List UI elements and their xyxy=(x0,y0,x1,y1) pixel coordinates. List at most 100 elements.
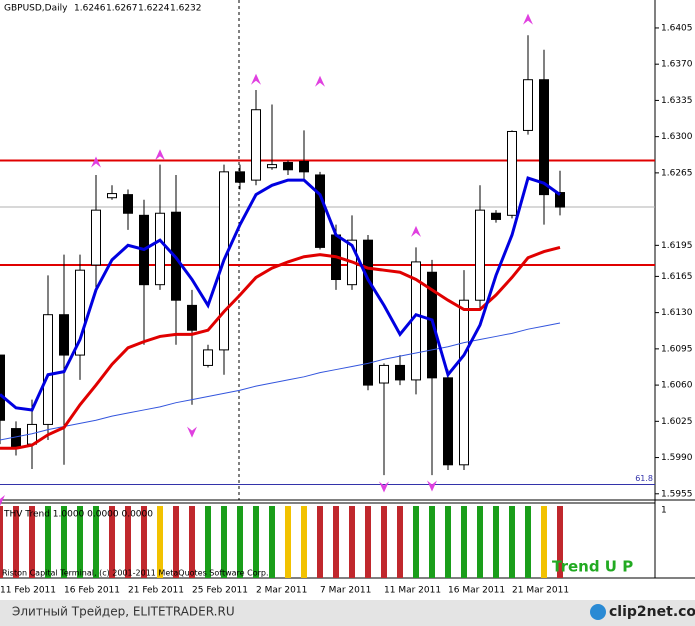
candle-body xyxy=(459,299,469,466)
indicator-bar xyxy=(205,506,211,578)
x-tick-label: 2 Mar 2011 xyxy=(256,586,307,596)
copyright: Riston Capital Terminal, (c) 2001-2011 M… xyxy=(2,569,269,578)
fib-label: 61.8 xyxy=(635,474,653,483)
candle-body xyxy=(315,174,325,248)
footer-logo: clip2net.com xyxy=(609,604,695,620)
candle-body xyxy=(283,162,293,171)
footer-band xyxy=(0,600,695,626)
x-tick-label: 25 Feb 2011 xyxy=(192,586,248,596)
fractal-arrow xyxy=(0,495,5,506)
indicator-bar xyxy=(141,506,147,578)
candle-body xyxy=(59,314,69,356)
indicator-bar xyxy=(221,506,227,578)
candle-body xyxy=(43,314,53,425)
y-tick-label: 1.6095 xyxy=(661,344,693,354)
fractal-arrow xyxy=(91,156,101,168)
candle-body xyxy=(475,209,485,301)
candle-body xyxy=(235,171,245,183)
candle-body xyxy=(507,130,517,216)
indicator-bar xyxy=(93,506,99,578)
x-tick-label: 21 Mar 2011 xyxy=(512,586,569,596)
candle-body xyxy=(363,239,373,386)
indicator-bar xyxy=(29,506,35,578)
y-tick-label: 1.5990 xyxy=(661,453,693,463)
candle-body xyxy=(523,79,533,131)
indicator-bar xyxy=(509,506,515,578)
indicator-bar xyxy=(109,506,115,578)
y-tick-label: 1.6300 xyxy=(661,132,693,142)
candle-body xyxy=(0,354,5,421)
y-tick-label: 1.6335 xyxy=(661,96,693,106)
indicator-bar xyxy=(429,506,435,578)
indicator-bar xyxy=(125,506,131,578)
trend-signal: Trend U P xyxy=(552,558,633,576)
fractal-arrow xyxy=(427,480,437,492)
candle-body xyxy=(251,109,261,181)
ohlc-high: 1.6267 xyxy=(106,4,138,14)
y-tick-label: 1.6195 xyxy=(661,241,693,251)
x-tick-label: 7 Mar 2011 xyxy=(320,586,371,596)
indicator-bar xyxy=(349,506,355,578)
indicator-title: THV Trend 1.0000 0.0000 0.0000 xyxy=(3,510,153,520)
x-tick-label: 11 Feb 2011 xyxy=(0,586,56,596)
indicator-bar xyxy=(541,506,547,578)
candle-body xyxy=(75,269,85,356)
y-tick-label: 1.6370 xyxy=(661,60,693,70)
ohlc-close: 1.6232 xyxy=(170,4,202,14)
candle-body xyxy=(203,349,213,366)
indicator-bar xyxy=(157,506,163,578)
fractal-arrow xyxy=(251,73,261,85)
indicator-bar xyxy=(557,506,563,578)
indicator-bar xyxy=(237,506,243,578)
indicator-bar xyxy=(365,506,371,578)
indicator-line xyxy=(0,245,561,450)
candle-body xyxy=(539,79,549,196)
candle-body xyxy=(267,164,277,169)
indicator-bar xyxy=(461,506,467,578)
indicator-bar xyxy=(77,506,83,578)
x-tick-label: 16 Mar 2011 xyxy=(448,586,505,596)
indicator-bar xyxy=(285,506,291,578)
candle-body xyxy=(155,212,165,286)
indicator-line xyxy=(0,176,561,412)
indicator-bar xyxy=(493,506,499,578)
indicator-bar xyxy=(413,506,419,578)
indicator-bar xyxy=(45,506,51,578)
candle-body xyxy=(123,194,133,214)
x-tick-label: 16 Feb 2011 xyxy=(64,586,120,596)
fractal-arrow xyxy=(411,225,421,237)
indicator-bar xyxy=(397,506,403,578)
indicator-bar xyxy=(445,506,451,578)
candle-body xyxy=(187,304,197,331)
ohlc-low: 1.6224 xyxy=(138,4,170,14)
candle-body xyxy=(107,193,117,199)
y-tick-label: 1.6060 xyxy=(661,381,693,391)
indicator-bar xyxy=(253,506,259,578)
y-tick-label: 1.6405 xyxy=(661,23,693,33)
y-tick-label: 1.6265 xyxy=(661,168,693,178)
indicator-bar xyxy=(381,506,387,578)
indicator-line xyxy=(0,322,561,441)
fractal-arrow xyxy=(523,13,533,25)
candle-body xyxy=(555,192,565,208)
indicator-bar xyxy=(317,506,323,578)
indicator-bar xyxy=(61,506,67,578)
indicator-bar xyxy=(0,506,3,578)
candle-body xyxy=(379,364,389,384)
fractal-arrow xyxy=(315,75,325,87)
indicator-bar xyxy=(189,506,195,578)
ohlc-open: 1.6246 xyxy=(74,4,106,14)
y-tick-label: 1.6165 xyxy=(661,272,693,282)
footer-site: Элитный Трейдер, ELITETRADER.RU xyxy=(12,605,235,619)
indicator-bar xyxy=(269,506,275,578)
indicator-bar xyxy=(525,506,531,578)
indicator-bar xyxy=(333,506,339,578)
chart-title: GBPUSD,Daily xyxy=(4,4,68,14)
candle-body xyxy=(299,160,309,173)
candle-body xyxy=(443,377,453,466)
y-tick-label: 1.6025 xyxy=(661,417,693,427)
fractal-arrow xyxy=(379,481,389,493)
candle-body xyxy=(491,212,501,220)
